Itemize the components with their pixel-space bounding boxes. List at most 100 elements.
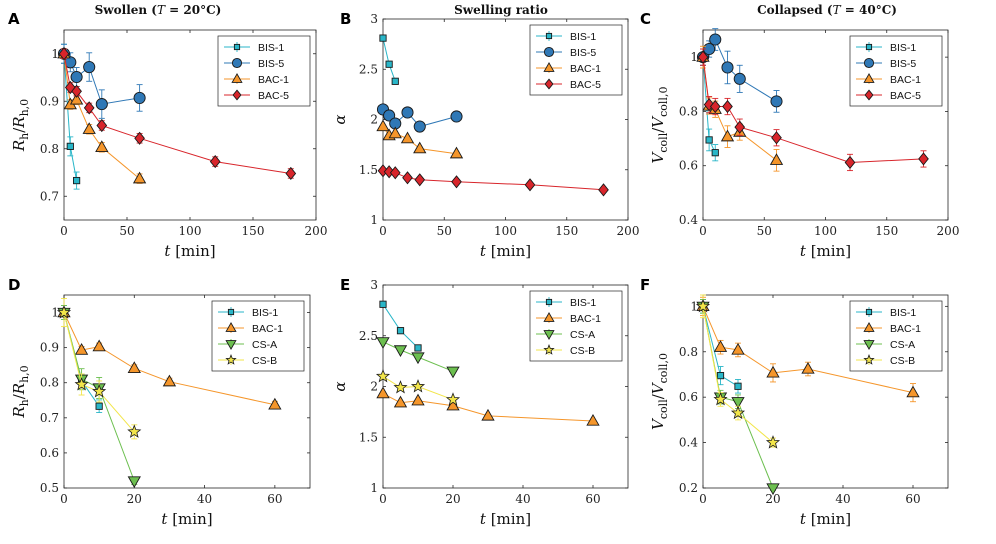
y-axis-label: α — [331, 114, 349, 124]
data-point — [731, 397, 745, 409]
data-point — [379, 300, 387, 308]
y-axis-label: Vcoll/Vcoll,0 — [649, 353, 670, 430]
x-tick-label: 200 — [617, 224, 640, 238]
legend-marker — [225, 340, 237, 350]
data-point — [766, 483, 780, 496]
y-axis-label: Rh/Rh,0 — [10, 99, 31, 152]
series-cs-b — [695, 294, 781, 449]
y-axis-label: α — [331, 381, 349, 391]
legend-label: CS-A — [252, 339, 277, 351]
legend-marker — [232, 89, 242, 101]
series-line — [382, 341, 454, 372]
legend: BIS-1 BIS-5 BAC-1 BAC-5 — [849, 35, 943, 107]
data-point — [844, 155, 856, 170]
data-point — [385, 60, 393, 68]
y-tick-label: 0.6 — [679, 390, 698, 404]
data-point — [70, 70, 83, 84]
y-tick-label: 0.7 — [40, 411, 59, 425]
data-point — [414, 173, 426, 187]
panel-C: 0 50 100 150 200 0.4 0.6 0.8 1 t [min] Vcoll/Vcoll… — [640, 10, 959, 260]
legend-label: BAC-1 — [258, 74, 289, 86]
series-line — [63, 312, 135, 482]
data-point — [445, 392, 461, 406]
data-point — [695, 298, 711, 313]
data-point — [446, 398, 460, 411]
data-point — [127, 424, 142, 438]
x-tick-label: 60 — [585, 492, 600, 506]
series-cs-a — [376, 337, 460, 379]
legend-marker — [863, 340, 875, 350]
x-tick-label: 100 — [179, 224, 202, 238]
data-point — [209, 154, 221, 169]
data-point — [95, 140, 109, 152]
data-point — [133, 91, 146, 104]
x-tick-label: 200 — [937, 224, 960, 238]
x-tick-label: 100 — [494, 224, 517, 238]
series-bac-5 — [58, 47, 297, 181]
data-point — [400, 131, 415, 144]
data-point — [733, 72, 746, 85]
data-point — [766, 365, 780, 378]
legend-label: BAC-5 — [890, 90, 921, 102]
legend-marker — [545, 298, 553, 306]
x-tick-label: 20 — [127, 492, 142, 506]
y-tick-label: 0.6 — [679, 159, 698, 173]
legend-marker — [543, 46, 555, 58]
data-point — [410, 379, 426, 393]
y-tick-label: 1 — [690, 299, 698, 313]
series-bis-5 — [376, 103, 463, 133]
data-point — [734, 120, 746, 134]
data-point — [765, 435, 781, 449]
data-point — [713, 392, 728, 406]
data-point — [722, 99, 733, 114]
legend-label: BAC-1 — [252, 323, 283, 335]
x-tick-label: 150 — [875, 224, 898, 238]
data-point — [393, 395, 408, 408]
legend-label: CS-B — [570, 345, 595, 357]
data-point — [801, 361, 815, 374]
data-point — [74, 343, 89, 355]
x-tick-label: 100 — [814, 224, 837, 238]
x-axis-label: t [min] — [800, 510, 851, 528]
legend-marker — [231, 73, 243, 83]
data-point — [162, 374, 177, 387]
data-point — [697, 50, 709, 64]
series-line — [63, 312, 276, 406]
legend-label: BAC-1 — [570, 63, 601, 75]
data-point — [393, 345, 408, 358]
y-tick-label: 0.9 — [40, 94, 59, 108]
x-tick-label: 0 — [379, 224, 387, 238]
legend-marker — [543, 344, 555, 355]
y-tick-label: 0.7 — [40, 189, 59, 203]
x-tick-label: 60 — [905, 492, 920, 506]
legend-label: BAC-5 — [258, 90, 289, 102]
data-point — [379, 34, 387, 42]
x-tick-label: 20 — [765, 492, 780, 506]
panel-letter: C — [640, 10, 651, 28]
x-tick-label: 0 — [699, 492, 707, 506]
legend: BIS-1 BAC-1 CS-A CS-B — [529, 290, 623, 362]
data-point — [713, 340, 728, 352]
series-line — [63, 312, 135, 433]
x-axis-label: t [min] — [161, 510, 212, 528]
series-bis-1 — [379, 34, 399, 85]
panel-letter: F — [640, 276, 650, 294]
y-tick-label: 0.2 — [679, 481, 698, 495]
title-swollen: Swollen (T = 20°C) — [95, 3, 222, 17]
series-line — [702, 306, 774, 443]
legend-label: BAC-1 — [890, 323, 921, 335]
y-tick-label: 0.4 — [679, 436, 698, 450]
series-cs-b — [56, 298, 142, 440]
y-tick-label: 2.5 — [359, 62, 378, 76]
data-point — [918, 152, 929, 166]
x-axis-label: t [min] — [480, 242, 531, 260]
x-tick-label: 50 — [119, 224, 134, 238]
legend-label: BIS-5 — [258, 58, 284, 70]
legend-label: BIS-5 — [570, 47, 596, 59]
legend-marker — [225, 322, 237, 332]
legend-marker — [231, 57, 243, 69]
legend: BIS-1 BAC-1 CS-A CS-B — [849, 300, 943, 372]
legend-label: BIS-1 — [570, 31, 596, 43]
legend-label: BAC-1 — [890, 74, 921, 86]
